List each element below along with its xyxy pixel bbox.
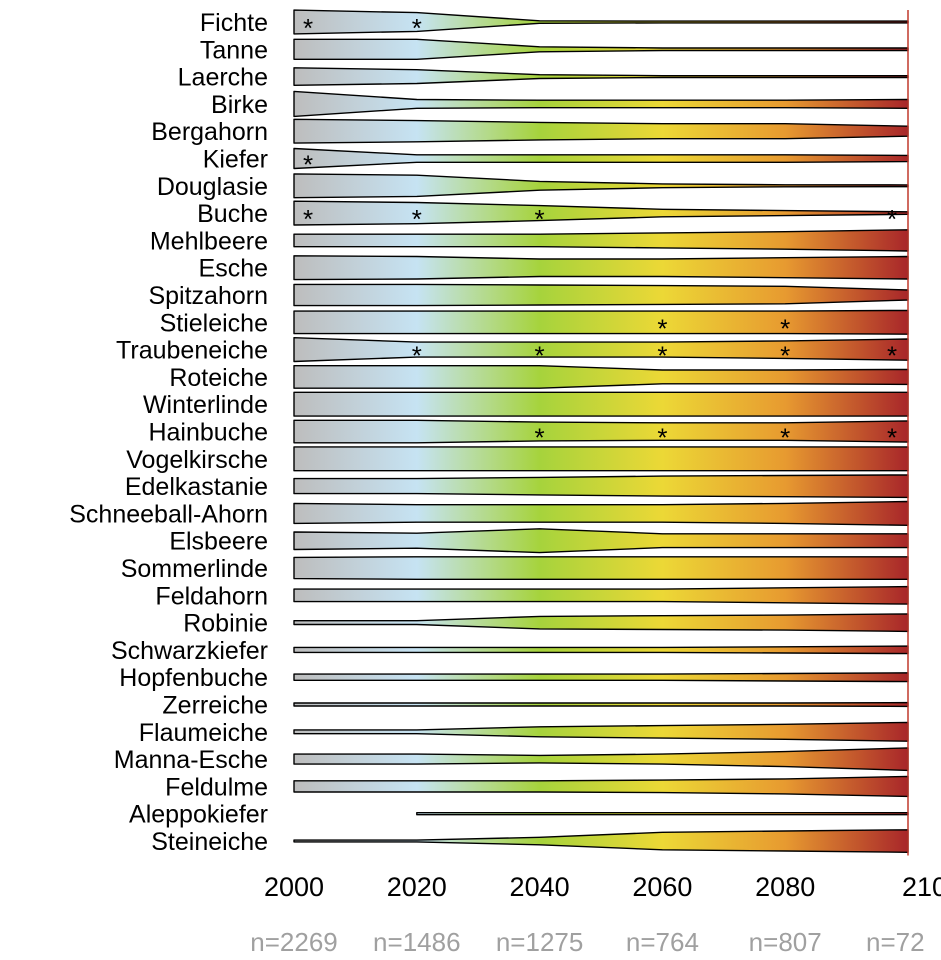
species-label-traubeneiche: Traubeneiche xyxy=(116,337,268,365)
violin-kiefer xyxy=(293,147,909,170)
species-label-hopfenbuche: Hopfenbuche xyxy=(119,664,268,692)
significance-star-kiefer-2000: * xyxy=(303,150,313,180)
species-label-feldulme: Feldulme xyxy=(165,773,268,801)
species-label-vogelkirsche: Vogelkirsche xyxy=(126,446,268,474)
species-label-bergahorn: Bergahorn xyxy=(151,118,268,146)
violin-elsbeere xyxy=(293,528,909,554)
x-tick-label-2080: 2080 xyxy=(755,872,815,902)
violin-steineiche xyxy=(293,829,909,853)
sample-size-2020: n=1486 xyxy=(373,927,460,957)
species-label-stieleiche: Stieleiche xyxy=(160,309,268,337)
sample-size-2060: n=764 xyxy=(626,927,699,957)
significance-star-hainbuche-2040: * xyxy=(535,423,545,453)
x-tick-label-2060: 2060 xyxy=(632,872,692,902)
significance-star-layer: * *** * * ** ** * * * ** * * * xyxy=(303,13,897,453)
sample-size-2100: n=72 xyxy=(866,927,925,957)
sample-size-2000: n=2269 xyxy=(250,927,337,957)
violin-stieleiche xyxy=(293,309,909,335)
violin-roteiche xyxy=(293,365,909,389)
sample-size-layer: n=2269 n=1486 n=1275 n=764 n=807 n=72 xyxy=(250,927,924,957)
significance-star-fichte-2020: * xyxy=(412,13,422,43)
species-label-schwarzkiefer: Schwarzkiefer xyxy=(111,637,268,665)
violin-esche xyxy=(293,255,909,281)
violin-hopfenbuche xyxy=(293,672,909,683)
violin-traubeneiche xyxy=(293,337,909,363)
violin-feldahorn xyxy=(293,585,909,605)
species-label-mehlbeere: Mehlbeere xyxy=(150,227,268,255)
species-label-winterlinde: Winterlinde xyxy=(143,391,268,419)
significance-star-stieleiche-2060: * xyxy=(657,313,667,343)
violin-aleppokiefer xyxy=(416,812,909,816)
species-label-tanne: Tanne xyxy=(200,36,268,64)
violin-tanne xyxy=(293,38,909,60)
x-tick-label-2040: 2040 xyxy=(510,872,570,902)
violin-zerreiche xyxy=(293,701,909,708)
x-tick-label-2020: 2020 xyxy=(387,872,447,902)
species-label-steineiche: Steineiche xyxy=(151,828,268,856)
species-label-douglasie: Douglasie xyxy=(157,173,268,201)
sample-size-2080: n=807 xyxy=(749,927,822,957)
species-label-aleppokiefer: Aleppokiefer xyxy=(129,801,268,829)
violin-flaumeiche xyxy=(293,721,909,742)
violin-douglasie xyxy=(293,173,909,199)
species-label-fichte: Fichte xyxy=(200,9,268,37)
violin-manna-esche xyxy=(293,747,909,772)
violin-layer xyxy=(293,9,909,856)
violin-mehlbeere xyxy=(293,229,909,252)
violin-laerche xyxy=(293,67,909,86)
violin-robinie xyxy=(293,613,909,633)
species-label-birke: Birke xyxy=(211,91,268,119)
sample-size-2040: n=1275 xyxy=(496,927,583,957)
violin-sommerlinde xyxy=(293,556,909,580)
species-label-esche: Esche xyxy=(199,255,268,283)
species-label-kiefer: Kiefer xyxy=(203,146,268,174)
species-label-robinie: Robinie xyxy=(183,610,268,638)
violin-spitzahorn xyxy=(293,283,909,307)
species-label-zerreiche: Zerreiche xyxy=(162,692,268,720)
violin-feldulme xyxy=(293,775,909,798)
species-label-sommerlinde: Sommerlinde xyxy=(121,555,268,583)
species-label-schneeball-ahorn: Schneeball-Ahorn xyxy=(69,500,268,528)
x-tick-label-2000: 2000 xyxy=(264,872,324,902)
significance-star-traubeneiche-2060: * xyxy=(657,341,667,371)
species-label-elsbeere: Elsbeere xyxy=(169,528,268,556)
significance-star-traubeneiche-2100: * xyxy=(887,341,897,371)
x-tick-label-2100: 2100 xyxy=(902,872,941,902)
species-label-manna-esche: Manna-Esche xyxy=(114,746,268,774)
violin-birke xyxy=(293,90,909,118)
species-label-roteiche: Roteiche xyxy=(169,364,268,392)
significance-star-traubeneiche-2040: * xyxy=(535,341,545,371)
x-axis-tick-layer: 2000 2020 2040 2060 2080 2100 xyxy=(264,872,941,902)
species-label-buche: Buche xyxy=(197,200,268,228)
significance-star-hainbuche-2060: * xyxy=(657,423,667,453)
violin-schneeball-ahorn xyxy=(293,500,909,526)
violin-bergahorn xyxy=(293,118,909,144)
significance-star-stieleiche-2080: * xyxy=(780,313,790,343)
significance-star-buche-2020: * xyxy=(412,204,422,234)
violin-schwarzkiefer xyxy=(293,645,909,655)
violin-edelkastanie xyxy=(293,474,909,499)
species-label-feldahorn: Feldahorn xyxy=(155,582,268,610)
violin-vogelkirsche xyxy=(293,446,909,472)
significance-star-traubeneiche-2020: * xyxy=(412,341,422,371)
violin-winterlinde xyxy=(293,391,909,417)
significance-star-buche-2040: * xyxy=(535,204,545,234)
species-label-spitzahorn: Spitzahorn xyxy=(148,282,268,310)
species-label-hainbuche: Hainbuche xyxy=(148,419,268,447)
violin-fichte xyxy=(293,9,909,35)
species-label-layer: FichteTanneLaercheBirkeBergahornKieferDo… xyxy=(69,9,268,856)
significance-star-traubeneiche-2080: * xyxy=(780,341,790,371)
species-label-laerche: Laerche xyxy=(178,64,268,92)
species-label-edelkastanie: Edelkastanie xyxy=(125,473,268,501)
significance-star-buche-2100: * xyxy=(887,204,897,234)
violin-hainbuche xyxy=(293,419,909,444)
species-label-flaumeiche: Flaumeiche xyxy=(139,719,268,747)
significance-star-hainbuche-2100: * xyxy=(887,423,897,453)
significance-star-buche-2000: * xyxy=(303,204,313,234)
significance-star-fichte-2000: * xyxy=(303,13,313,43)
violin-buche xyxy=(293,200,909,226)
significance-star-hainbuche-2080: * xyxy=(780,423,790,453)
